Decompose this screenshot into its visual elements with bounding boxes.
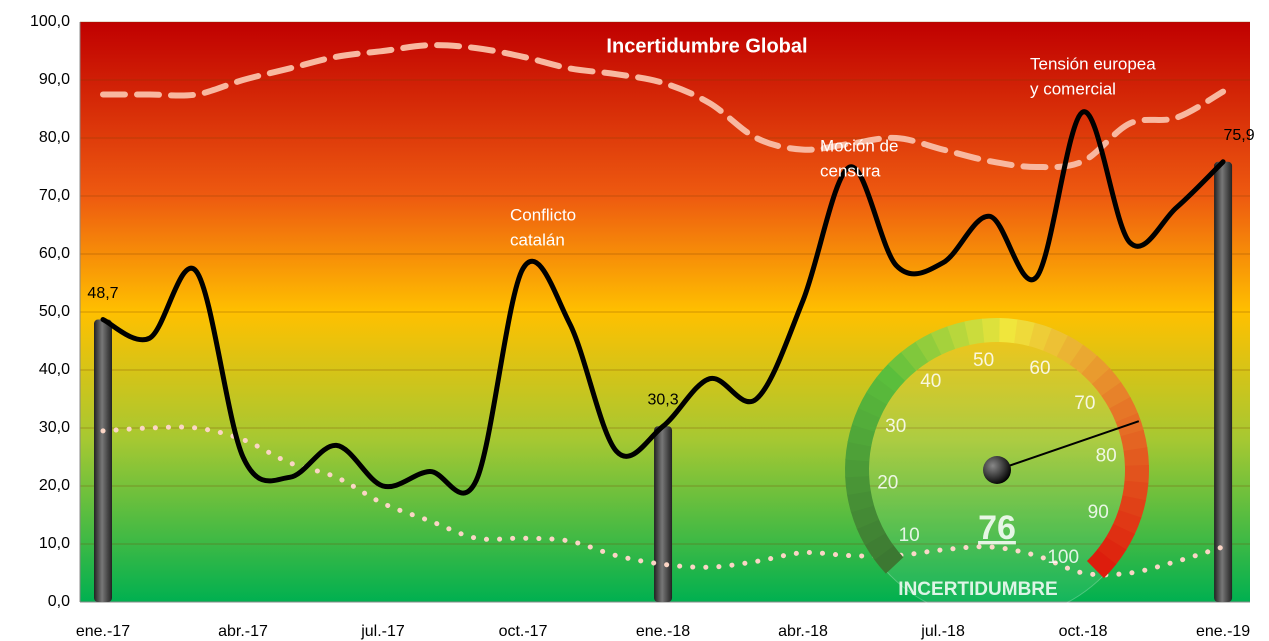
gauge-arc [1016,331,1033,334]
bar [654,426,672,602]
gauge-arc [886,372,897,385]
x-tick-label: ene.-19 [1196,623,1250,640]
gauge-arc [983,330,1000,331]
gauge-arc [868,524,876,539]
gauge-arc [1134,482,1136,499]
annotation: Conflicto [510,205,576,224]
gauge-tick-label: 40 [920,371,941,392]
gauge-arc [884,552,895,565]
y-tick-label: 30,0 [39,419,70,436]
y-tick-label: 100,0 [30,13,70,30]
x-tick-label: abr.-18 [778,623,828,640]
y-tick-label: 40,0 [39,361,70,378]
y-tick-label: 90,0 [39,71,70,88]
x-tick-label: ene.-17 [76,623,130,640]
gauge-arc [1095,557,1106,570]
gauge-tick-label: 80 [1096,446,1117,467]
gauge-arc [857,443,859,460]
gauge-value: 76 [978,509,1016,547]
data-label: 48,7 [87,285,118,302]
gauge-tick-label: 100 [1047,547,1079,568]
x-tick-label: oct.-17 [499,623,548,640]
y-tick-label: 0,0 [48,593,70,610]
y-tick-label: 70,0 [39,187,70,204]
gauge-arc [877,384,887,398]
gauge-arc [1089,365,1101,377]
gauge-tick-label: 30 [885,416,906,437]
annotation: y comercial [1030,79,1116,98]
bar [1214,162,1232,602]
gauge-arc [863,412,869,428]
x-tick-label: ene.-18 [636,623,690,640]
annotation: catalán [510,230,565,249]
gauge-arc [1132,433,1136,450]
gauge-arc [1106,543,1116,557]
y-tick-label: 20,0 [39,477,70,494]
chart-title: Incertidumbre Global [606,35,807,57]
gauge-arc [896,361,909,373]
gauge-arc [1101,376,1112,389]
y-tick-label: 50,0 [39,303,70,320]
gauge-arc [951,333,968,338]
annotation: censura [820,161,881,180]
y-tick-label: 60,0 [39,245,70,262]
gauge-arc [1120,403,1127,419]
gauge-arc [869,398,877,413]
data-label: 30,3 [647,391,678,408]
gauge-arc [999,330,1016,331]
annotation: Moción de [820,136,898,155]
y-tick-label: 10,0 [39,535,70,552]
x-tick-label: jul.-18 [920,623,965,640]
gauge-arc [936,337,952,344]
gauge-arc [857,476,859,493]
gauge-hub [983,456,1011,484]
gauge-arc [922,344,937,352]
chart: Incertidumbre Global 0,0 10,0 20,0 30,0 40,0… [0,0,1269,641]
gauge-tick-label: 60 [1029,358,1050,379]
gauge-label: INCERTIDUMBRE [898,579,1057,600]
gauge-arc [1130,498,1134,515]
gauge-arc [1136,465,1137,482]
gauge-tick-label: 70 [1074,393,1095,414]
gauge-arc [1135,449,1137,466]
gauge-arc [1062,346,1077,355]
gauge-tick-label: 10 [899,525,920,546]
gauge-tick-label: 50 [973,350,994,371]
gauge-arc [875,538,884,552]
x-tick-label: abr.-17 [218,623,268,640]
gauge-arc [1076,355,1090,366]
annotation: Tensión europea [1030,54,1156,73]
gauge-arc [1116,529,1124,544]
gauge-tick-label: 20 [877,472,898,493]
y-tick-label: 80,0 [39,129,70,146]
data-label: 75,9 [1224,127,1255,144]
gauge-arc [1032,334,1048,339]
gauge-tick-label: 90 [1088,502,1109,523]
x-tick-label: jul.-17 [360,623,405,640]
gauge-arc [1124,514,1130,530]
gauge-arc [862,508,868,524]
x-tick-label: oct.-18 [1059,623,1108,640]
gauge-arc [1111,389,1120,404]
gauge-arc [859,492,863,509]
gauge-arc [909,351,923,361]
gauge-arc [1047,339,1063,346]
bar [94,320,112,602]
gauge-arc [967,331,984,334]
gauge-arc [859,428,863,445]
